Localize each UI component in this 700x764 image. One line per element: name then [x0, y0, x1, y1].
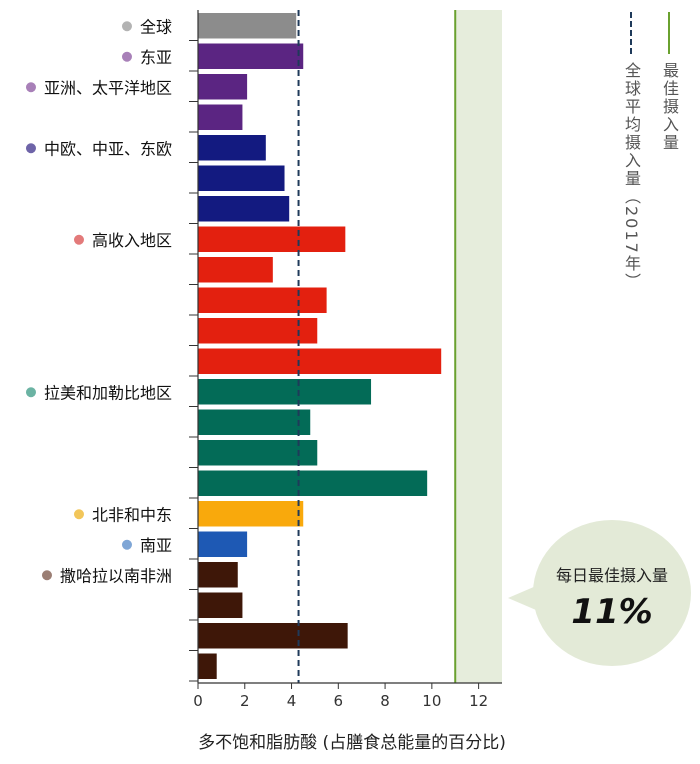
- group-label-2: 东亚: [140, 48, 172, 67]
- bar-7: [198, 196, 290, 222]
- legend-label-optimal: 最佳摄入量: [660, 62, 679, 152]
- optimal-band-layer: [455, 10, 502, 683]
- group-dot-icon: [41, 570, 52, 581]
- legend-label-global-average: 全球平均摄入量（2017年）: [622, 62, 641, 291]
- legend-item-global-average: 全球平均摄入量（2017年）: [616, 12, 646, 291]
- axes-layer: [189, 10, 502, 684]
- x-tick-label-10: 10: [422, 692, 441, 710]
- solid-line-swatch-icon: [668, 12, 670, 54]
- bar-2: [198, 43, 304, 69]
- bar-17: [198, 501, 304, 527]
- legend-item-optimal: 最佳摄入量: [654, 12, 684, 152]
- group-dot-icon: [121, 51, 132, 62]
- bar-12: [198, 348, 442, 374]
- group-dot-icon: [73, 509, 84, 520]
- bar-22: [198, 653, 217, 679]
- optimal-band: [455, 10, 502, 683]
- bar-14: [198, 409, 311, 435]
- bar-8: [198, 226, 346, 252]
- callout-value: 11%: [571, 592, 653, 632]
- group-label-4: 中欧、中亚、东欧: [44, 139, 172, 158]
- x-tick-label-0: 0: [193, 692, 203, 710]
- group-label-3: 亚洲、太平洋地区: [44, 78, 172, 97]
- bar-18: [198, 531, 248, 557]
- x-tick-label-12: 12: [469, 692, 488, 710]
- group-label-7: 北非和中东: [92, 505, 172, 524]
- x-tick-label-2: 2: [240, 692, 250, 710]
- group-label-9: 撒哈拉以南非洲: [60, 566, 172, 585]
- x-tick-label-4: 4: [287, 692, 297, 710]
- x-ticks-layer: 0 2 4 6 8 10 12: [193, 683, 488, 710]
- bar-10: [198, 287, 327, 313]
- callout-tail-icon: [508, 586, 536, 610]
- x-axis-label: 多不饱和脂肪酸 (占膳食总能量的百分比): [198, 733, 506, 753]
- callout-label: 每日最佳摄入量: [555, 566, 668, 585]
- bar-16: [198, 470, 428, 496]
- group-dot-icon: [121, 21, 132, 32]
- bar-15: [198, 440, 318, 466]
- bar-1: [198, 13, 297, 39]
- bar-21: [198, 623, 348, 649]
- group-dot-icon: [25, 143, 36, 154]
- reference-lines-layer: [297, 10, 457, 683]
- bar-3: [198, 74, 248, 100]
- group-dot-icon: [25, 82, 36, 93]
- group-dot-icon: [121, 539, 132, 550]
- bar-5: [198, 135, 266, 161]
- group-dot-icon: [25, 387, 36, 398]
- group-dot-icon: [73, 234, 84, 245]
- group-labels-layer: 全球东亚亚洲、太平洋地区中欧、中亚、东欧高收入地区拉美和加勒比地区北非和中东南亚…: [25, 17, 172, 585]
- group-label-6: 拉美和加勒比地区: [44, 383, 172, 402]
- group-label-1: 全球: [140, 17, 172, 36]
- group-label-8: 南亚: [140, 536, 172, 555]
- bar-6: [198, 165, 285, 191]
- bar-13: [198, 379, 372, 405]
- bar-4: [198, 104, 243, 130]
- bars-layer: [198, 13, 442, 679]
- bar-9: [198, 257, 273, 283]
- x-tick-label-8: 8: [380, 692, 390, 710]
- bar-20: [198, 592, 243, 618]
- x-tick-label-6: 6: [334, 692, 344, 710]
- dashed-line-swatch-icon: [630, 12, 632, 54]
- legend: 全球平均摄入量（2017年） 最佳摄入量: [612, 12, 692, 312]
- optimal-intake-callout: 每日最佳摄入量 11%: [533, 520, 691, 666]
- bar-19: [198, 562, 238, 588]
- group-label-5: 高收入地区: [92, 231, 172, 250]
- bar-11: [198, 318, 318, 344]
